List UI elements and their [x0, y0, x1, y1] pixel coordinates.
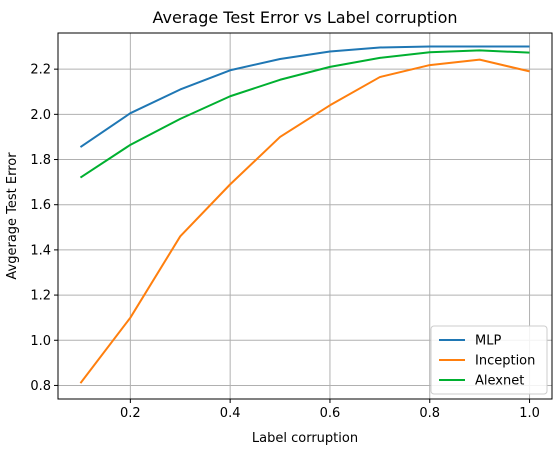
x-tick-label: 0.2 — [120, 406, 141, 421]
ticks: 0.2 0.4 0.6 0.8 1.0 0.8 1.0 1.2 1.4 1.6 1.8 2.0 2.2 — [30, 63, 540, 421]
legend-label-inception: Inception — [475, 354, 535, 369]
y-axis-label: Avgerage Test Error — [5, 152, 20, 280]
series-line-inception — [79, 58, 530, 384]
legend-label-mlp: MLP — [475, 334, 501, 349]
legend: MLP Inception Alexnet — [430, 325, 548, 395]
series-line-mlp — [79, 45, 530, 148]
x-tick-label: 0.4 — [220, 406, 241, 421]
legend-label-alexnet: Alexnet — [475, 374, 524, 389]
legend-box — [430, 325, 548, 395]
chart-title: Average Test Error vs Label corruption — [152, 8, 457, 27]
series-line-alexnet — [79, 49, 530, 179]
y-tick-label: 2.0 — [30, 108, 51, 123]
axes — [57, 32, 553, 400]
y-tick-label: 1.4 — [30, 243, 51, 258]
y-tick-label: 2.2 — [30, 63, 51, 78]
plot-frame — [57, 32, 553, 400]
x-tick-label: 1.0 — [519, 406, 540, 421]
x-axis-label: Label corruption — [252, 431, 358, 446]
y-tick-label: 0.8 — [30, 379, 51, 394]
grid — [58, 33, 552, 399]
y-tick-label: 1.6 — [30, 198, 51, 213]
y-tick-label: 1.0 — [30, 334, 51, 349]
y-tick-label: 1.8 — [30, 153, 51, 168]
series-lines — [79, 45, 530, 384]
y-tick-label: 1.2 — [30, 289, 51, 304]
x-tick-label: 0.8 — [419, 406, 440, 421]
x-tick-label: 0.6 — [320, 406, 341, 421]
